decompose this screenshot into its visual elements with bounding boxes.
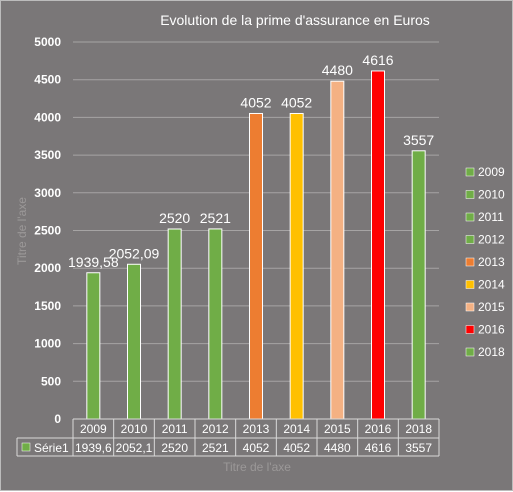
y-tick-label: 2000 [34, 261, 61, 275]
y-tick-label: 4500 [34, 73, 61, 87]
y-tick-label: 0 [54, 412, 61, 426]
table-cell: 3557 [405, 441, 432, 455]
table-cell: 2521 [202, 441, 229, 455]
legend-swatch-2013 [465, 257, 475, 267]
table-cell: 4616 [365, 441, 392, 455]
legend-label-2009: 2009 [478, 165, 505, 179]
data-label-2009: 1939,58 [68, 254, 119, 270]
series-key-icon [21, 442, 31, 452]
series-name: Série1 [34, 441, 69, 455]
x-tick-label: 2009 [80, 422, 107, 436]
legend-label-2010: 2010 [478, 188, 505, 202]
legend: 2009 2010 2011 2012 2013 2014 2015 2016 2018 [465, 165, 505, 359]
legend-label-2016: 2016 [478, 323, 505, 337]
data-label-2016: 4616 [362, 52, 393, 68]
bar-2015 [330, 80, 345, 420]
x-tick-label: 2014 [283, 422, 310, 436]
legend-swatch-2009 [465, 167, 475, 177]
legend-swatch-2016 [465, 325, 475, 334]
legend-swatch-2014 [465, 280, 475, 289]
table-cell: 2052,1 [116, 441, 153, 455]
legend-label-2014: 2014 [478, 278, 505, 292]
chart-title: Evolution de la prime d'assurance en Eur… [160, 12, 430, 28]
y-tick-label: 1500 [34, 299, 61, 313]
x-tick-label: 2015 [324, 422, 351, 436]
x-tick-label: 2018 [405, 422, 432, 436]
bar-2013 [249, 112, 263, 420]
data-label-2011: 2520 [159, 210, 190, 226]
legend-swatch-2010 [465, 190, 475, 199]
y-tick-label: 500 [41, 374, 61, 388]
data-label-2018: 3557 [403, 132, 434, 148]
data-label-2014: 4052 [281, 94, 312, 110]
legend-label-2011: 2011 [478, 210, 504, 224]
bar-2016 [371, 70, 385, 420]
legend-label-2013: 2013 [478, 255, 505, 269]
x-axis-title: Titre de l'axe [223, 460, 291, 474]
x-tick-label: 2010 [121, 422, 148, 436]
x-tick-label: 2016 [365, 422, 392, 436]
data-label-2010: 2052,09 [109, 245, 160, 261]
table-cell: 4052 [283, 441, 310, 455]
table-cell: 4480 [324, 441, 351, 455]
x-tick-label: 2013 [243, 422, 270, 436]
y-tick-label: 4000 [34, 110, 61, 124]
legend-label-2018: 2018 [478, 345, 505, 359]
y-tick-label: 2500 [34, 224, 61, 238]
table-cell: 1939,6 [75, 441, 112, 455]
data-label-2013: 4052 [240, 94, 271, 110]
x-tick-label: 2012 [202, 422, 229, 436]
y-tick-label: 1000 [34, 337, 61, 351]
legend-label-2012: 2012 [478, 233, 505, 247]
y-tick-label: 3500 [34, 148, 61, 162]
legend-swatch-2015 [465, 302, 475, 312]
data-label-2015: 4480 [322, 62, 353, 78]
y-tick-label: 5000 [34, 35, 61, 49]
y-tick-label: 3000 [34, 186, 61, 200]
bar-2012 [208, 228, 223, 420]
bar-2018 [411, 150, 426, 420]
bar-2014 [289, 112, 304, 420]
y-axis-title: Titre de l'axe [15, 197, 29, 265]
table-cell: 4052 [243, 441, 270, 455]
legend-swatch-2012 [465, 235, 475, 244]
data-table: 2009 1939,6 2010 2052,1 2011 2520 2012 2521 2013… [16, 418, 440, 457]
bar-2011 [167, 228, 182, 420]
legend-swatch-2018 [465, 347, 475, 357]
legend-swatch-2011 [465, 212, 475, 222]
bar-2009 [86, 272, 101, 420]
x-tick-label: 2011 [162, 422, 188, 436]
data-label-2012: 2521 [200, 210, 231, 226]
table-cell: 2520 [161, 441, 188, 455]
y-axis-ticks: 0 500 1000 1500 2000 2500 3000 3500 4000 4500 5000 [34, 35, 61, 426]
legend-label-2015: 2015 [478, 300, 505, 314]
bar-2010 [127, 263, 141, 420]
